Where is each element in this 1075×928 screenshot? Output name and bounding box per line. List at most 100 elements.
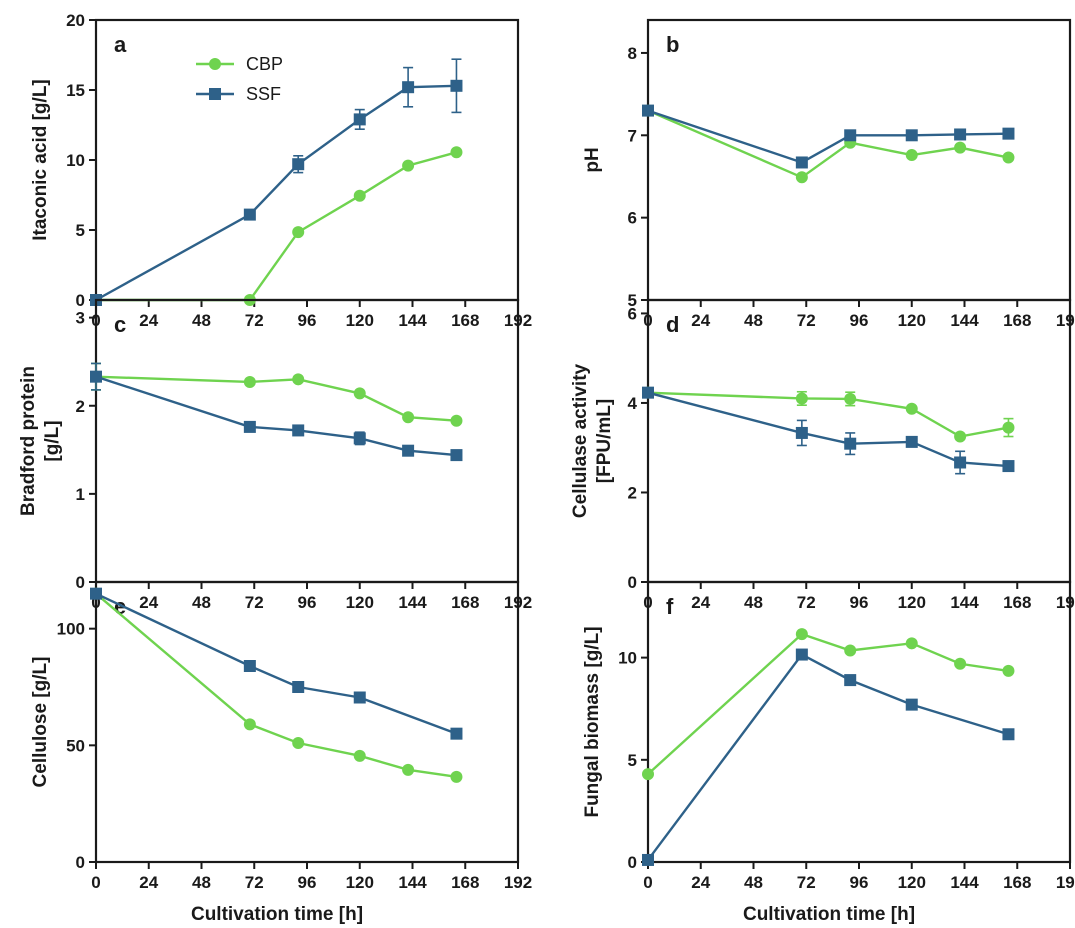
y-axis-title-line: pH: [582, 147, 603, 172]
y-axis-title: Itaconic acid [g/L]: [30, 79, 51, 241]
data-point-CBP: [243, 375, 256, 388]
data-point-CBP: [353, 387, 366, 400]
x-tick-label: 48: [744, 873, 763, 892]
series-line-CBP: [96, 151, 457, 302]
data-point-SSF: [844, 129, 857, 142]
y-axis-title: Fungal biomass [g/L]: [582, 626, 603, 817]
data-point-CBP: [905, 149, 918, 162]
data-point-CBP: [450, 770, 463, 783]
x-tick-label: 192: [504, 873, 532, 892]
x-tick-label: 72: [797, 873, 816, 892]
data-point-SSF: [402, 444, 415, 457]
data-point-SSF: [353, 113, 366, 126]
x-tick-label: 48: [192, 873, 211, 892]
data-point-CBP: [450, 414, 463, 427]
x-tick-label: 48: [744, 311, 763, 330]
x-tick-label: 24: [691, 311, 710, 330]
data-point-CBP: [795, 628, 808, 641]
x-tick-label: 120: [898, 873, 926, 892]
panel-letter: a: [114, 32, 127, 57]
data-point-SSF: [905, 698, 918, 711]
data-point-CBP: [292, 226, 305, 239]
data-point-SSF: [243, 208, 256, 221]
x-tick-label: 168: [1003, 311, 1031, 330]
x-tick-label: 0: [643, 873, 652, 892]
y-tick-label: 6: [628, 304, 637, 323]
y-tick-label: 0: [76, 853, 85, 872]
y-tick-label: 15: [66, 81, 85, 100]
data-point-SSF: [292, 681, 305, 693]
y-tick-label: 50: [66, 736, 85, 755]
x-tick-label: 24: [691, 873, 710, 892]
data-point-CBP: [844, 644, 857, 657]
y-tick-label: 1: [76, 485, 85, 504]
plot-frame-a: [94, 18, 520, 302]
series-line-SSF: [647, 109, 1009, 164]
x-axis-title: Cultivation time [h]: [191, 904, 363, 925]
data-point-SSF: [642, 853, 654, 866]
x-tick-label: 144: [950, 873, 979, 892]
panel-f: 0 5 10 0 24 48 72 96 120 144 168 192 Cultivation tim…: [582, 580, 1075, 925]
plot-frame-f: [646, 580, 1072, 864]
data-point-SSF: [243, 660, 256, 672]
y-axis-title-line: [FPU/mL]: [594, 399, 615, 483]
y-tick-label: 20: [66, 11, 85, 30]
data-point-CBP: [905, 402, 918, 415]
data-point-SSF: [795, 426, 808, 439]
data-point-CBP: [1002, 151, 1015, 164]
series-line-CBP: [647, 109, 1009, 179]
data-point-CBP: [954, 141, 967, 154]
x-tick-label: 72: [245, 311, 264, 330]
data-point-CBP: [450, 146, 463, 159]
y-tick-label: 0: [76, 291, 85, 310]
y-axis-title: Cellulase activity [FPU/mL]: [570, 363, 615, 518]
panel-e: 0 50 100 0 24 48 72 96 120 144 168 192 Cultivation t…: [30, 580, 532, 925]
y-tick-label: 100: [57, 620, 85, 639]
plot-frame-d: [646, 298, 1072, 584]
legend-label-CBP: CBP: [246, 54, 283, 74]
series-line-SSF: [95, 375, 457, 457]
series-line-SSF: [95, 84, 457, 302]
data-point-CBP: [954, 430, 967, 443]
data-point-CBP: [1002, 421, 1015, 434]
y-tick-label: 5: [628, 751, 637, 770]
series-line-SSF: [95, 592, 457, 735]
x-tick-label: 120: [346, 873, 374, 892]
plot-frame-c: [94, 298, 520, 584]
y-axis-title-line: Cellulose [g/L]: [30, 657, 51, 788]
x-tick-label: 192: [1056, 593, 1075, 612]
legend-marker-SSF: [209, 88, 221, 100]
data-point-SSF: [905, 435, 918, 448]
x-tick-label: 96: [850, 311, 869, 330]
y-axis-title: Cellulose [g/L]: [30, 657, 51, 788]
data-point-CBP: [402, 159, 415, 172]
x-tick-label: 144: [398, 873, 427, 892]
x-tick-label: 72: [245, 873, 264, 892]
y-tick-label: 0: [628, 573, 637, 592]
data-point-CBP: [1002, 664, 1015, 677]
data-point-SSF: [90, 370, 102, 383]
x-tick-label: 192: [1056, 873, 1075, 892]
data-point-SSF: [642, 104, 654, 117]
x-tick-label: 72: [245, 593, 264, 612]
legend-marker-CBP: [209, 58, 221, 70]
y-axis-title: pH: [582, 147, 603, 172]
x-tick-label: 24: [139, 873, 158, 892]
y-tick-label: 2: [628, 483, 637, 502]
x-tick-label: 24: [691, 593, 710, 612]
data-point-CBP: [353, 749, 366, 762]
x-tick-label: 96: [850, 593, 869, 612]
y-tick-label: 5: [628, 291, 637, 310]
data-point-CBP: [905, 637, 918, 650]
x-tick-label: 144: [398, 311, 427, 330]
data-point-CBP: [844, 392, 857, 405]
data-point-CBP: [353, 189, 366, 202]
data-point-SSF: [954, 128, 967, 141]
y-tick-label: 4: [628, 394, 638, 413]
x-tick-label: 144: [398, 593, 427, 612]
x-tick-label: 72: [797, 311, 816, 330]
y-tick-label: 6: [628, 209, 637, 228]
x-tick-label: 192: [1056, 311, 1075, 330]
series-line-SSF: [647, 391, 1009, 468]
